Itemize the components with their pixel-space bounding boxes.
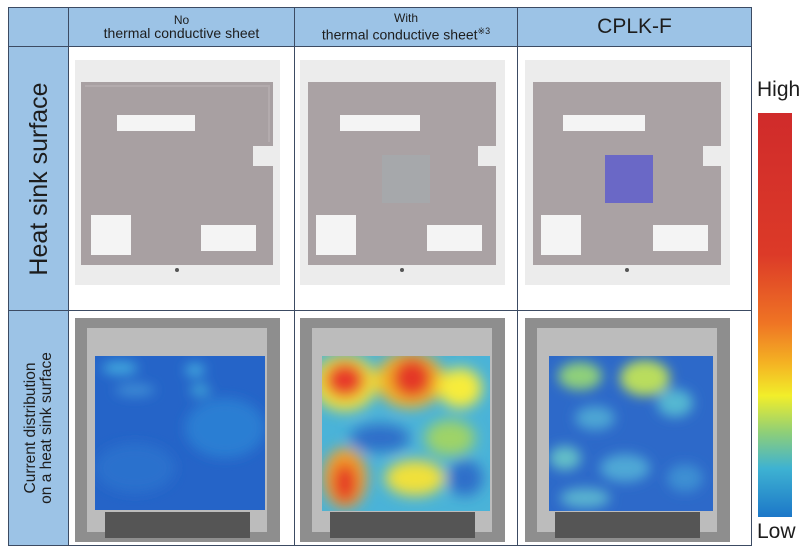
cell-current-no-sheet [69, 311, 295, 545]
heat-sink-photo-with-sheet [300, 60, 505, 285]
color-scale-bar [758, 113, 792, 517]
row-label-heat-sink: Heat sink surface [24, 81, 53, 276]
col-header-with-sheet-line1: With [394, 10, 418, 25]
cell-heat-sink-no-sheet [69, 47, 295, 311]
col-header-cplk-label: CPLK-F [597, 15, 672, 38]
heat-sink-photo-cplk [525, 60, 730, 285]
col-header-cplk: CPLK-F [518, 8, 751, 47]
col-header-with-sheet-line2: thermal conductive sheet [321, 26, 478, 43]
col-header-no-sheet-line1: No [173, 12, 190, 27]
footnote-mark: ※3 [477, 25, 491, 36]
scale-low-label: Low [757, 520, 796, 543]
row-label-current-line2: on a heat sink surface [37, 352, 55, 504]
current-map-with-sheet [300, 318, 505, 542]
cell-heat-sink-with-sheet [295, 47, 518, 311]
col-header-no-sheet: No thermal conductive sheet [69, 8, 295, 47]
col-header-no-sheet-line2: thermal conductive sheet [103, 24, 260, 41]
current-map-no-sheet [75, 318, 280, 542]
row-header-current: Current distribution on a heat sink surf… [9, 311, 69, 545]
heat-sink-photo-no-sheet [75, 60, 280, 285]
cell-current-with-sheet [295, 311, 518, 545]
scale-high-label: High [757, 78, 801, 101]
current-map-cplk [525, 318, 730, 542]
cell-heat-sink-cplk [518, 47, 751, 311]
row-header-heat-sink: Heat sink surface [9, 47, 69, 311]
row-label-current: Current distribution on a heat sink surf… [21, 352, 55, 504]
row-label-current-line1: Current distribution [21, 362, 39, 494]
corner-cell [9, 8, 69, 47]
col-header-with-sheet: With thermal conductive sheet※3 [295, 8, 518, 47]
